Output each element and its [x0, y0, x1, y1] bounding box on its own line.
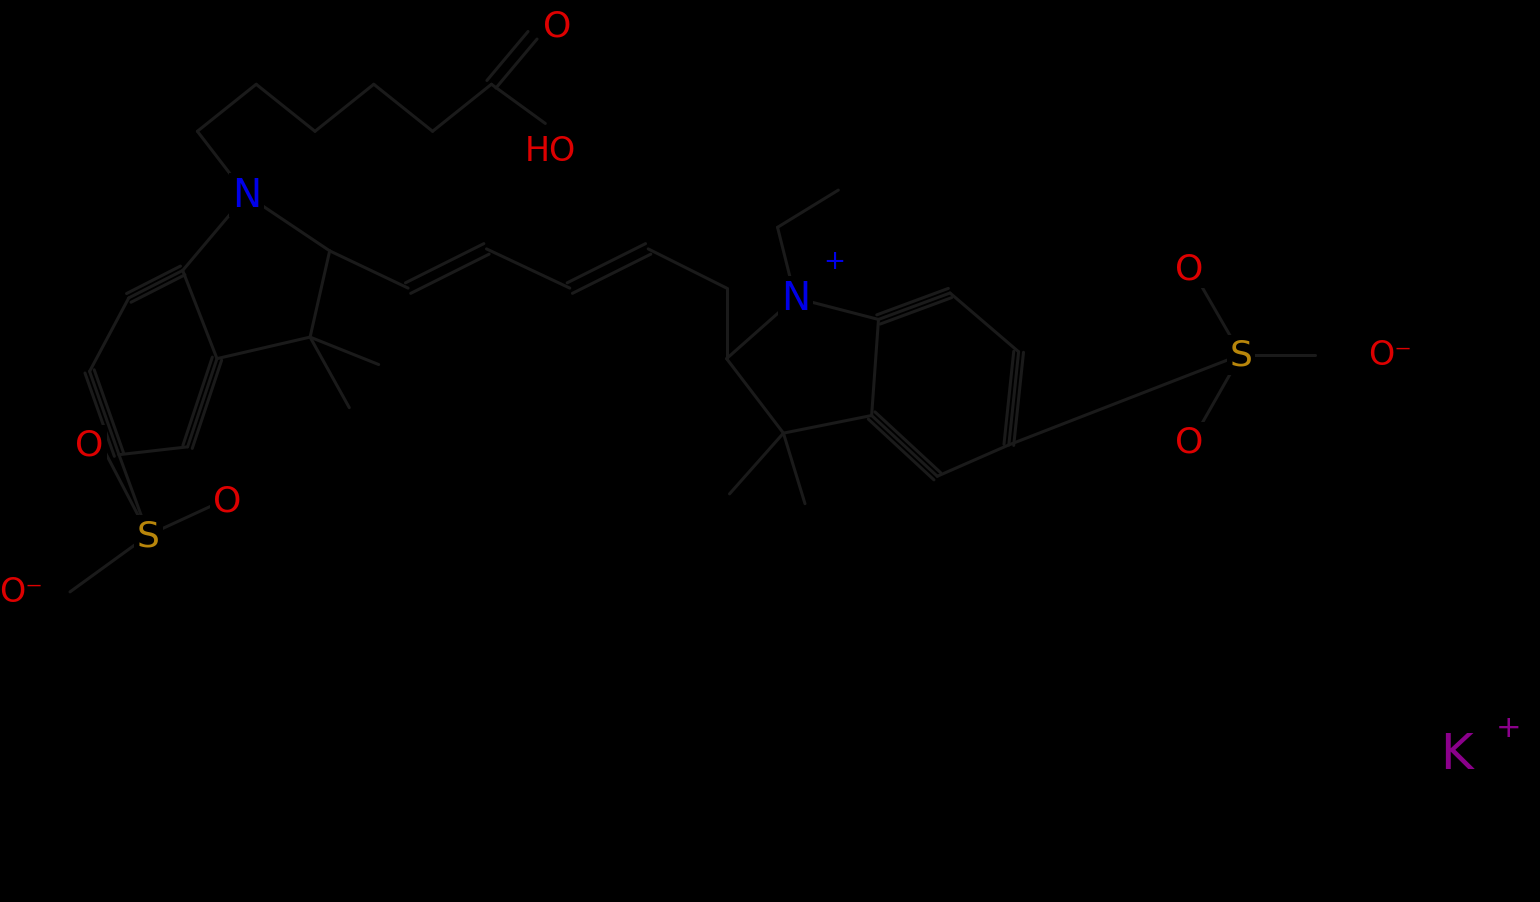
Text: +: +: [1495, 713, 1522, 741]
Text: N: N: [233, 177, 260, 215]
Text: O: O: [75, 428, 103, 463]
Text: O: O: [1175, 253, 1203, 286]
Text: N: N: [781, 280, 810, 318]
Text: +: +: [824, 248, 845, 274]
Text: S: S: [137, 519, 160, 552]
Text: HO: HO: [525, 135, 576, 168]
Text: O⁻: O⁻: [1369, 339, 1412, 372]
Text: O: O: [544, 9, 571, 43]
Text: K: K: [1440, 730, 1474, 778]
Text: O: O: [1175, 426, 1203, 459]
Text: O: O: [213, 484, 240, 518]
Text: S: S: [1229, 338, 1252, 373]
Text: O⁻: O⁻: [0, 575, 43, 609]
